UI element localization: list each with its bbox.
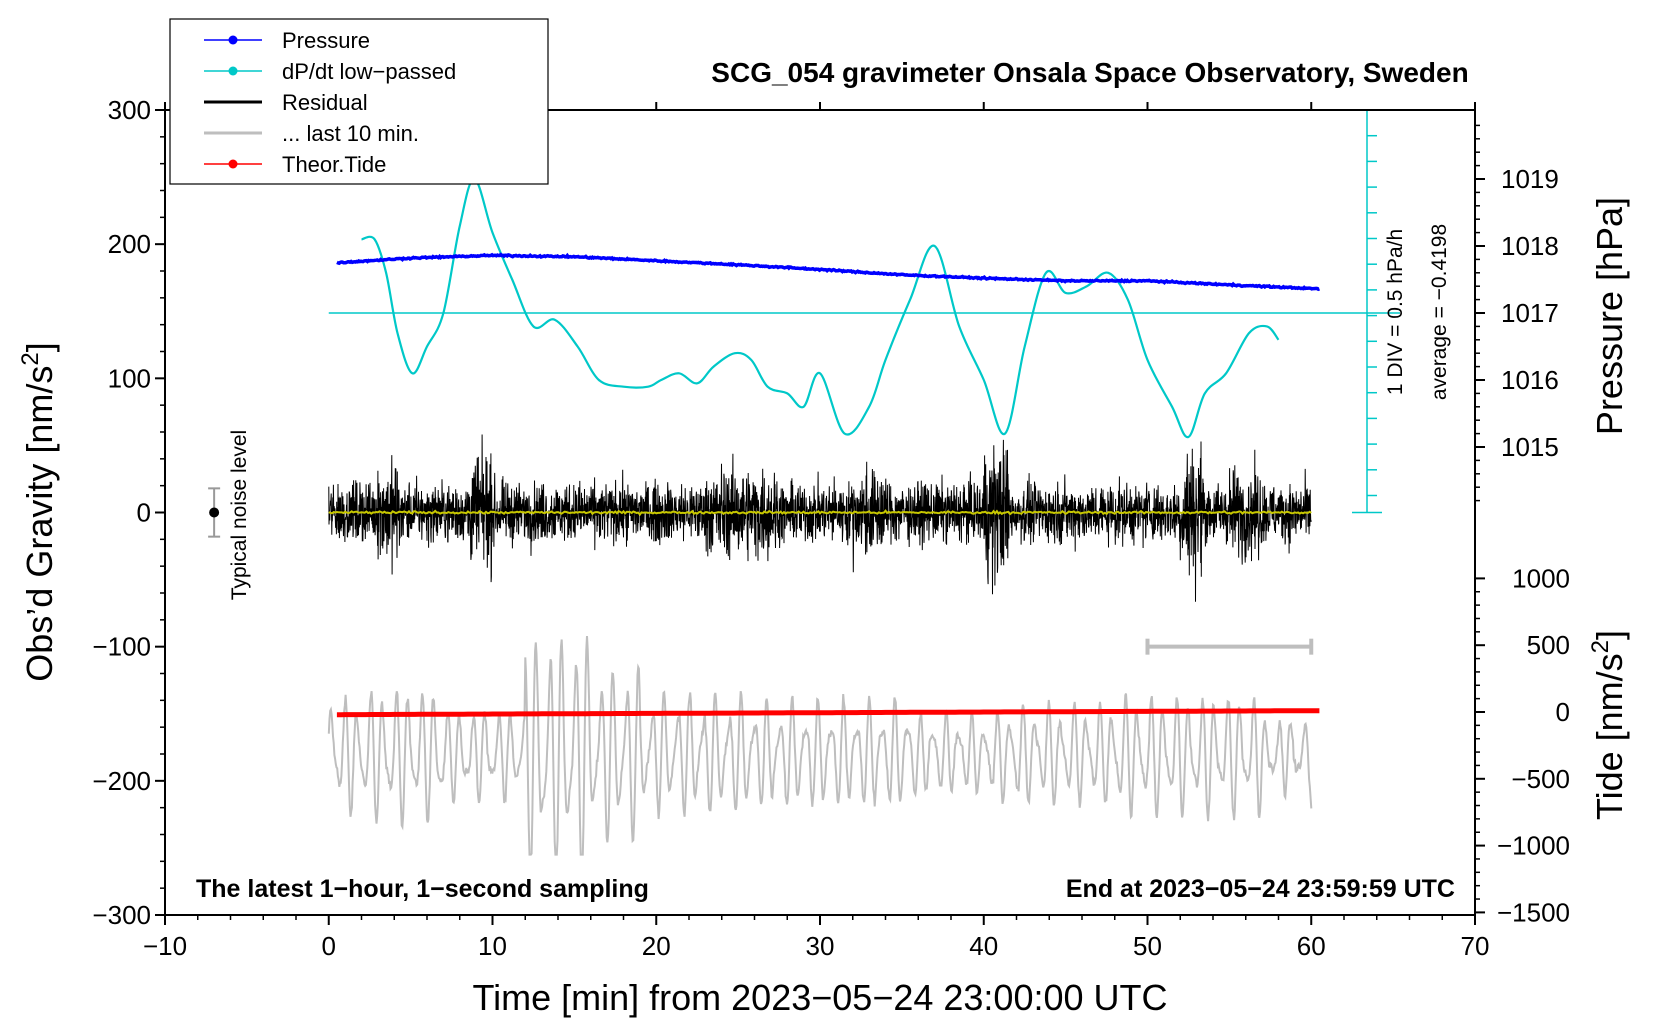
legend-marker-4	[228, 159, 238, 169]
residual-line	[328, 434, 1312, 602]
pressure-tick-label: 1015	[1501, 432, 1559, 462]
legend-label-0: Pressure	[282, 28, 370, 53]
axes: −10 0 10 20 30 40 50 60 70−300−200−1000100200300…	[92, 95, 1570, 961]
left-axis-title-sup: 2	[17, 352, 44, 365]
smoothed-residual-line	[328, 509, 1312, 517]
legend-label-4: Theor.Tide	[282, 152, 386, 177]
left-tick-label: 300	[108, 95, 151, 125]
footer-end-time: End at 2023−05−24 23:59:59 UTC	[1066, 875, 1455, 903]
left-axis-title-end: ]	[19, 342, 60, 352]
tide-tick-label: 500	[1527, 630, 1570, 660]
legend-label-3: ... last 10 min.	[282, 121, 419, 146]
tide-tick-label: −500	[1511, 764, 1570, 794]
left-tick-label: −200	[92, 766, 151, 796]
plot-area	[327, 110, 1400, 856]
left-axis-title: Obs’d Gravity [nm/s2]	[17, 342, 60, 681]
x-tick-label: 70	[1461, 931, 1490, 961]
pressure-tick-label: 1018	[1501, 231, 1559, 261]
pressure-axis-title: Pressure [hPa]	[1589, 197, 1630, 435]
noise-dot	[209, 507, 220, 518]
legend-marker-1	[228, 66, 238, 76]
x-tick-label: 50	[1133, 931, 1162, 961]
legend-label-1: dP/dt low−passed	[282, 59, 456, 84]
pressure-tick-label: 1019	[1501, 164, 1559, 194]
noise-level-indicator	[208, 487, 221, 538]
x-tick-label: 60	[1297, 931, 1326, 961]
noise-level-label: Typical noise level	[228, 430, 251, 600]
left-tick-label: −300	[92, 900, 151, 930]
tide-axis-title-end: ]	[1589, 630, 1630, 640]
left-tick-label: −100	[92, 632, 151, 662]
pressure-tick-label: 1016	[1501, 365, 1559, 395]
tide-axis-title: Tide [nm/s2]	[1587, 630, 1630, 820]
tide-axis-title-main: Tide [nm/s	[1589, 653, 1630, 820]
pressure-line	[336, 252, 1320, 292]
legend: Pressure dP/dt low−passed Residual ... last…	[169, 18, 549, 185]
x-tick-label: 40	[969, 931, 998, 961]
dpdt-scale-note: 1 DIV = 0.5 hPa/h	[1384, 229, 1407, 395]
last-10-min-line	[327, 635, 1313, 856]
pressure-tick-label: 1017	[1501, 298, 1559, 328]
x-axis-title: Time [min] from 2023−05−24 23:00:00 UTC	[472, 977, 1167, 1018]
x-tick-label: 10	[478, 931, 507, 961]
chart-title: SCG_054 gravimeter Onsala Space Observat…	[711, 57, 1468, 88]
x-tick-label: 0	[322, 931, 336, 961]
left-tick-label: 100	[108, 363, 151, 393]
left-axis-title-main: Obs’d Gravity [nm/s	[19, 366, 60, 682]
tide-tick-label: 1000	[1512, 563, 1570, 593]
theoretical-tide-line	[336, 708, 1320, 718]
dpdt-average-note: average = −0.4198	[1428, 224, 1451, 400]
legend-marker-0	[228, 35, 238, 45]
left-tick-label: 0	[137, 498, 151, 528]
tide-tick-label: 0	[1556, 697, 1570, 727]
tide-tick-label: −1500	[1497, 897, 1570, 927]
tide-axis-title-sup: 2	[1587, 640, 1614, 653]
x-tick-label: 30	[806, 931, 835, 961]
x-tick-label: 20	[642, 931, 671, 961]
x-tick-label: −10	[143, 931, 187, 961]
legend-label-2: Residual	[282, 90, 368, 115]
footer-sampling-note: The latest 1−hour, 1−second sampling	[196, 875, 649, 903]
tide-tick-label: −1000	[1497, 831, 1570, 861]
left-tick-label: 200	[108, 229, 151, 259]
